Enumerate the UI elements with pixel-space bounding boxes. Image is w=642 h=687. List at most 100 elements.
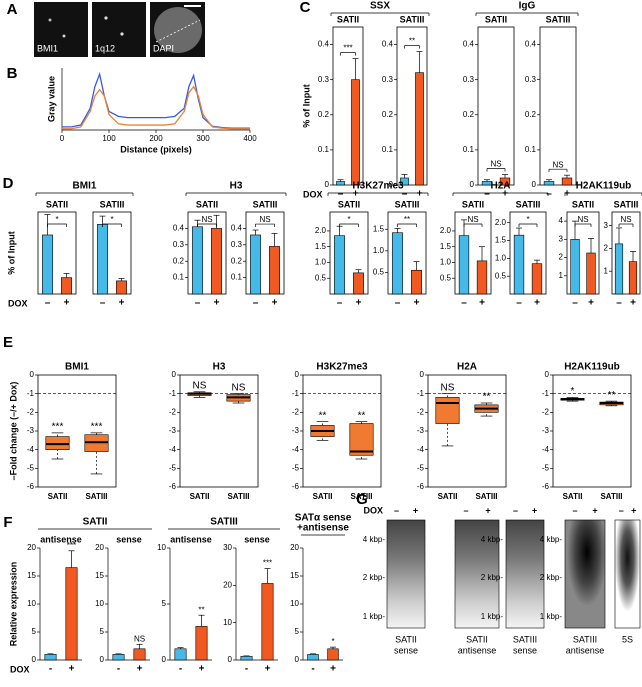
panel-title: SATII — [485, 14, 507, 24]
focus — [62, 34, 66, 38]
size-marker: 1 kbp- — [363, 612, 386, 621]
group-title: SATII — [83, 517, 108, 528]
blot-lane — [614, 519, 641, 629]
y-tick-label: 0 — [325, 180, 330, 189]
y-tick-label: 0 — [32, 655, 37, 664]
lane-sign: – — [394, 505, 399, 515]
bar — [42, 234, 53, 295]
y-tick-label: -1 — [542, 389, 550, 398]
bar — [628, 261, 638, 295]
x-tick-label: + — [588, 298, 594, 309]
lane-caption: SATII — [466, 634, 488, 644]
significance: NS — [577, 215, 588, 224]
lane-caption: SATII — [395, 634, 417, 644]
y-tick-label: -5 — [169, 463, 177, 472]
x-tick-label: – — [195, 298, 201, 309]
y-tick-label: 0.2 — [173, 256, 185, 265]
x-tick-label: SATII — [313, 492, 333, 501]
x-tick-label: SATII — [563, 492, 583, 501]
group-title: H2AK119ub — [576, 181, 632, 192]
significance: NS — [490, 160, 501, 169]
y-tick-label: 0 — [172, 370, 177, 379]
panel-title: SATII — [196, 199, 218, 209]
y-tick-label: 0.5 — [440, 273, 452, 282]
bar — [392, 232, 403, 295]
y-tick-label: 0.2 — [525, 110, 537, 119]
y-axis-title: Relative expression — [8, 562, 18, 647]
size-marker: 2 kbp- — [481, 573, 504, 582]
y-tick-label: 0 — [470, 180, 475, 189]
profile-line — [62, 85, 250, 130]
x-tick-label: + — [564, 189, 570, 200]
y-tick-label: 20 — [290, 543, 299, 552]
y-tick-label: 0.5 — [495, 271, 507, 280]
x-tick-label: + — [119, 298, 125, 309]
x-axis-title: DOX — [10, 664, 30, 674]
y-tick-label: 0 — [545, 370, 550, 379]
y-tick-label: 0.4 — [231, 224, 243, 233]
y-tick-label: -6 — [542, 482, 550, 491]
panel-frame — [396, 26, 428, 186]
y-tick-label: 10 — [95, 599, 104, 608]
bar — [97, 224, 108, 295]
x-tick-label: – — [100, 298, 106, 309]
y-tick-label: 20 — [27, 543, 36, 552]
y-tick-label: 0.1 — [318, 145, 330, 154]
y-tick-label: 1.5 — [440, 242, 452, 251]
bar — [307, 654, 319, 661]
y-tick-label: 30 — [223, 543, 232, 552]
profile-line — [155, 19, 201, 43]
y-tick-label: 5 — [100, 627, 105, 636]
y-tick-label: 15 — [95, 571, 104, 580]
x-tick-label: + — [69, 664, 75, 675]
y-tick-label: 0.4 — [173, 224, 185, 233]
significance: ** — [319, 410, 327, 421]
size-marker: 4 kbp- — [363, 535, 386, 544]
x-axis-title: Distance (pixels) — [120, 144, 192, 154]
x-tick-label: + — [417, 189, 423, 200]
panel-title: H3K27me3 — [316, 362, 368, 373]
size-marker: 4 kbp- — [540, 535, 563, 544]
bar — [353, 272, 364, 295]
y-tick-label: 0.3 — [382, 75, 394, 84]
x-tick-label: SATIII — [85, 492, 107, 501]
x-tick-label: – — [546, 189, 552, 200]
bar — [116, 280, 127, 295]
lane-caption: antisense — [566, 645, 605, 655]
x-tick-label: – — [402, 189, 408, 200]
focus — [120, 32, 124, 36]
bar — [476, 260, 488, 295]
bar — [531, 263, 543, 295]
size-marker: 2 kbp- — [540, 573, 563, 582]
panel-frame — [92, 211, 132, 295]
x-tick-label: + — [414, 298, 420, 309]
bar — [411, 269, 422, 295]
y-tick-label: 1.0 — [315, 258, 327, 267]
y-tick-label: 0.3 — [231, 240, 243, 249]
x-tick-label: + — [265, 664, 271, 675]
y-tick-label: -1 — [292, 389, 300, 398]
size-marker: 1 kbp- — [481, 612, 504, 621]
y-tick-label: -2 — [27, 407, 35, 416]
x-tick-label: - — [49, 664, 52, 675]
y-tick-label: 0 — [30, 370, 35, 379]
bar — [65, 567, 78, 661]
x-tick-label: SATIII — [227, 492, 249, 501]
y-tick-label: -3 — [292, 426, 300, 435]
panel-title: H3 — [213, 362, 226, 373]
focus — [104, 16, 108, 20]
y-tick-label: 2 — [559, 253, 564, 262]
y-axis-title: Gray value — [46, 76, 56, 122]
y-tick-label: 0.4 — [382, 40, 394, 49]
panel-label: F — [3, 514, 12, 531]
y-tick-label: 0.3 — [173, 240, 185, 249]
y-tick-label: -6 — [27, 482, 35, 491]
y-tick-label: 0.2 — [231, 256, 243, 265]
y-tick-label: 0 — [420, 370, 425, 379]
group-title: IgG — [519, 1, 536, 12]
panel-title: SATIII — [546, 14, 571, 24]
y-tick-label: -4 — [292, 445, 300, 454]
panel-label: A — [7, 1, 18, 18]
size-marker: 1 kbp- — [540, 612, 563, 621]
